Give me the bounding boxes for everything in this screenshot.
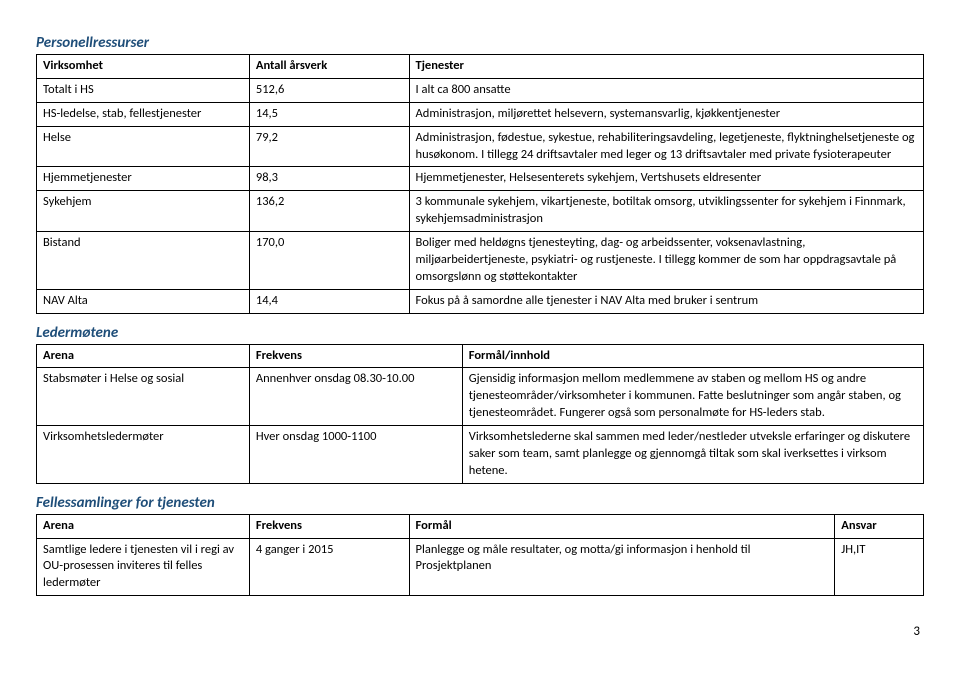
table-cell: Bistand: [37, 232, 250, 290]
table-row: Helse79,2Administrasjon, fødestue, sykes…: [37, 126, 924, 167]
table-cell: 170,0: [249, 232, 409, 290]
table-cell: Fokus på å samordne alle tjenester i NAV…: [409, 289, 923, 313]
page-number: 3: [36, 624, 924, 639]
table-row: Samtlige ledere i tjenesten vil i regi a…: [37, 538, 924, 596]
table-cell: Samtlige ledere i tjenesten vil i regi a…: [37, 538, 250, 596]
col-header: Ansvar: [835, 514, 924, 538]
col-header: Arena: [37, 514, 250, 538]
table-row: Hjemmetjenester98,3Hjemmetjenester, Hels…: [37, 167, 924, 191]
personnel-tbody: Totalt i HS512,6I alt ca 800 ansatteHS-l…: [37, 78, 924, 313]
table-cell: Sykehjem: [37, 191, 250, 232]
table-cell: Administrasjon, fødestue, sykestue, reha…: [409, 126, 923, 167]
col-header: Formål/innhold: [462, 344, 923, 368]
col-header: Arena: [37, 344, 250, 368]
table-row: Bistand170,0Boliger med heldøgns tjenest…: [37, 232, 924, 290]
table-cell: HS-ledelse, stab, fellestjenester: [37, 102, 250, 126]
section-title-personnel: Personellressurser: [36, 34, 924, 52]
section-title-felles: Fellessamlinger for tjenesten: [36, 494, 924, 512]
table-row: HS-ledelse, stab, fellestjenester14,5Adm…: [37, 102, 924, 126]
table-cell: Administrasjon, miljørettet helsevern, s…: [409, 102, 923, 126]
table-cell: 14,5: [249, 102, 409, 126]
table-cell: 136,2: [249, 191, 409, 232]
personnel-table: Virksomhet Antall årsverk Tjenester Tota…: [36, 54, 924, 314]
felles-tbody: Samtlige ledere i tjenesten vil i regi a…: [37, 538, 924, 596]
col-header: Formål: [409, 514, 835, 538]
table-row: Stabsmøter i Helse og sosialAnnenhver on…: [37, 368, 924, 426]
table-cell: NAV Alta: [37, 289, 250, 313]
col-header: Virksomhet: [37, 55, 250, 79]
table-cell: Virksomhetslederne skal sammen med leder…: [462, 426, 923, 484]
table-row: NAV Alta14,4Fokus på å samordne alle tje…: [37, 289, 924, 313]
table-cell: Hver onsdag 1000-1100: [249, 426, 462, 484]
table-cell: 79,2: [249, 126, 409, 167]
table-cell: I alt ca 800 ansatte: [409, 78, 923, 102]
table-cell: Boliger med heldøgns tjenesteyting, dag-…: [409, 232, 923, 290]
table-cell: Helse: [37, 126, 250, 167]
table-cell: JH,IT: [835, 538, 924, 596]
table-cell: 512,6: [249, 78, 409, 102]
table-cell: 4 ganger i 2015: [249, 538, 409, 596]
col-header: Frekvens: [249, 514, 409, 538]
table-row: Totalt i HS512,6I alt ca 800 ansatte: [37, 78, 924, 102]
table-cell: 98,3: [249, 167, 409, 191]
section-title-ledermotene: Ledermøtene: [36, 324, 924, 342]
felles-table: Arena Frekvens Formål Ansvar Samtlige le…: [36, 514, 924, 597]
table-cell: Virksomhetsledermøter: [37, 426, 250, 484]
col-header: Frekvens: [249, 344, 462, 368]
table-cell: Planlegge og måle resultater, og motta/g…: [409, 538, 835, 596]
table-cell: 14,4: [249, 289, 409, 313]
table-cell: Stabsmøter i Helse og sosial: [37, 368, 250, 426]
table-cell: Hjemmetjenester: [37, 167, 250, 191]
ledermotene-table: Arena Frekvens Formål/innhold Stabsmøter…: [36, 344, 924, 484]
table-cell: Annenhver onsdag 08.30-10.00: [249, 368, 462, 426]
ledermotene-tbody: Stabsmøter i Helse og sosialAnnenhver on…: [37, 368, 924, 483]
table-cell: Totalt i HS: [37, 78, 250, 102]
table-row: Sykehjem136,23 kommunale sykehjem, vikar…: [37, 191, 924, 232]
table-cell: 3 kommunale sykehjem, vikartjeneste, bot…: [409, 191, 923, 232]
table-cell: Gjensidig informasjon mellom medlemmene …: [462, 368, 923, 426]
col-header: Antall årsverk: [249, 55, 409, 79]
table-row: VirksomhetsledermøterHver onsdag 1000-11…: [37, 426, 924, 484]
table-cell: Hjemmetjenester, Helsesenterets sykehjem…: [409, 167, 923, 191]
col-header: Tjenester: [409, 55, 923, 79]
